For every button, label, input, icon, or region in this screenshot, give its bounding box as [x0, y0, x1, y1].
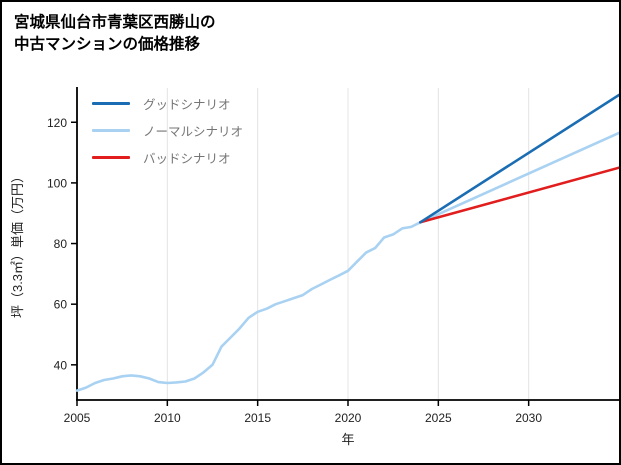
x-tick-label: 2020 [335, 411, 362, 425]
series-line-good [418, 93, 619, 224]
x-tick-label: 2010 [154, 411, 181, 425]
legend-item: グッドシナリオ [92, 95, 243, 112]
y-tick-label: 120 [47, 116, 67, 130]
y-tick-label: 40 [54, 358, 68, 372]
series-line-bad [418, 166, 619, 224]
legend-line-swatch [92, 102, 130, 105]
chart-title-line2: 中古マンションの価格推移 [14, 36, 201, 54]
legend-label: バッドシナリオ [143, 152, 231, 166]
legend-line-swatch [92, 156, 130, 159]
chart-title: 宮城県仙台市青葉区西勝山の 中古マンションの価格推移 [14, 12, 216, 57]
x-axis-label: 年 [341, 432, 354, 447]
series-line-normal [75, 131, 619, 392]
y-axis-label: 坪（3.3㎡）単価（万円） [10, 170, 25, 318]
x-tick-label: 2025 [425, 411, 452, 425]
legend-label: ノーマルシナリオ [143, 125, 244, 139]
legend-label: グッドシナリオ [143, 98, 231, 112]
x-tick-label: 2030 [515, 411, 542, 425]
y-tick-label: 80 [54, 237, 68, 251]
chart-title-line1: 宮城県仙台市青葉区西勝山の [14, 14, 216, 31]
chart-legend: グッドシナリオ ノーマルシナリオ バッドシナリオ [92, 95, 243, 166]
x-tick-label: 2005 [64, 411, 91, 425]
x-tick-label: 2015 [244, 411, 271, 425]
y-tick-label: 100 [47, 176, 67, 190]
legend-item: ノーマルシナリオ [92, 122, 243, 139]
legend-line-swatch [92, 129, 130, 132]
legend-item: バッドシナリオ [92, 149, 243, 166]
y-tick-label: 60 [54, 298, 68, 312]
